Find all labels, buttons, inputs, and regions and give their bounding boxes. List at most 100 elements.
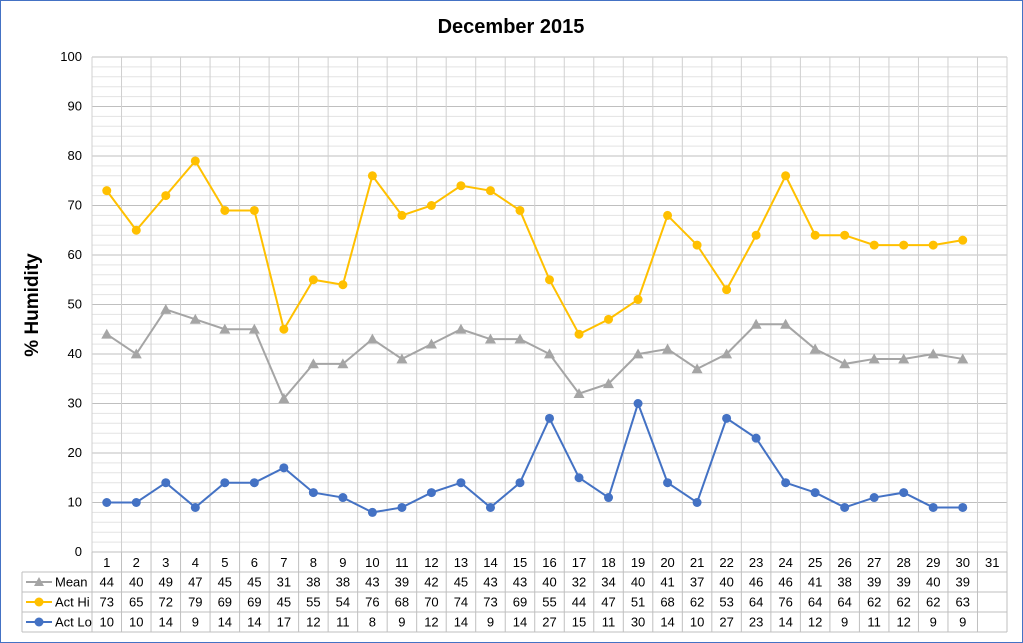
legend-key-marker <box>34 597 44 607</box>
data-label: 65 <box>129 595 143 610</box>
data-label: 43 <box>365 575 379 590</box>
data-label: 45 <box>247 575 261 590</box>
data-label: 17 <box>277 615 291 630</box>
legend-key-marker <box>34 617 44 627</box>
data-label: 23 <box>749 615 763 630</box>
y-tick-label: 70 <box>68 198 82 213</box>
y-tick-label: 10 <box>68 495 82 510</box>
data-point <box>722 285 732 295</box>
data-label: 73 <box>100 595 114 610</box>
y-tick-label: 90 <box>68 99 82 114</box>
data-label: 49 <box>159 575 173 590</box>
data-point <box>425 338 437 349</box>
data-label: 69 <box>513 595 527 610</box>
data-point <box>751 230 761 240</box>
data-point <box>722 413 732 423</box>
data-point <box>101 328 113 339</box>
x-tick-label: 15 <box>513 555 527 570</box>
data-label: 12 <box>306 615 320 630</box>
data-label: 12 <box>424 615 438 630</box>
data-point <box>750 318 762 329</box>
data-point <box>839 358 851 369</box>
x-tick-label: 30 <box>955 555 969 570</box>
data-label: 69 <box>218 595 232 610</box>
data-point <box>102 498 112 507</box>
x-tick-label: 2 <box>133 555 140 570</box>
x-tick-label: 20 <box>660 555 674 570</box>
x-tick-label: 24 <box>778 555 792 570</box>
data-point <box>189 313 201 324</box>
data-point <box>338 493 348 503</box>
data-label: 64 <box>808 595 822 610</box>
data-point <box>485 502 495 512</box>
data-label: 62 <box>896 595 910 610</box>
x-tick-label: 16 <box>542 555 556 570</box>
x-tick-label: 12 <box>424 555 438 570</box>
data-point <box>781 478 791 488</box>
data-label: 45 <box>277 595 291 610</box>
data-label: 40 <box>926 575 940 590</box>
data-label: 14 <box>513 615 527 630</box>
data-point <box>899 488 909 498</box>
x-tick-label: 7 <box>280 555 287 570</box>
data-label: 38 <box>306 575 320 590</box>
data-table: 1 2 3 4 5 6 7 8 9 10 11 12 13 14 15 16 17 18 19 20 21 22 23 24 2… <box>21 551 1008 633</box>
x-tick-label: 22 <box>719 555 733 570</box>
data-label: 63 <box>955 595 969 610</box>
gridlines <box>91 56 1008 553</box>
data-label: 12 <box>896 615 910 630</box>
data-label: 39 <box>896 575 910 590</box>
data-label: 14 <box>778 615 792 630</box>
data-point <box>810 230 820 240</box>
series-mean <box>101 303 969 403</box>
data-label: 79 <box>188 595 202 610</box>
y-tick-label: 60 <box>68 247 82 262</box>
data-label: 11 <box>867 615 881 630</box>
data-point <box>928 502 938 512</box>
x-tick-label: 29 <box>926 555 940 570</box>
x-tick-label: 1 <box>103 555 110 570</box>
x-tick-label: 28 <box>896 555 910 570</box>
data-label: 44 <box>100 575 114 590</box>
data-point <box>249 205 259 215</box>
x-tick-label: 9 <box>339 555 346 570</box>
data-label: 70 <box>424 595 438 610</box>
x-tick-label: 11 <box>395 555 409 570</box>
y-axis-label: % Humidity <box>22 253 43 357</box>
legend-key-marker <box>34 577 44 586</box>
data-point <box>840 502 850 512</box>
data-label: 45 <box>454 575 468 590</box>
data-point <box>190 502 200 512</box>
data-label: 69 <box>247 595 261 610</box>
data-point <box>426 488 436 498</box>
data-label: 76 <box>365 595 379 610</box>
data-label: 41 <box>808 575 822 590</box>
data-label: 14 <box>247 615 261 630</box>
data-point <box>397 502 407 512</box>
data-label: 37 <box>690 575 704 590</box>
data-point <box>279 324 289 334</box>
data-point <box>308 488 318 498</box>
data-label: 39 <box>955 575 969 590</box>
data-label: 68 <box>395 595 409 610</box>
series-line <box>106 400 963 514</box>
data-label: 9 <box>841 615 848 630</box>
x-tick-label: 23 <box>749 555 763 570</box>
data-label: 39 <box>395 575 409 590</box>
data-label: 10 <box>690 615 704 630</box>
data-point <box>308 275 318 285</box>
data-point <box>898 353 910 364</box>
data-label: 42 <box>424 575 438 590</box>
data-label: 27 <box>542 615 556 630</box>
data-label: 14 <box>159 615 173 630</box>
data-point <box>337 358 349 369</box>
data-point <box>131 225 141 235</box>
data-point <box>397 210 407 220</box>
data-label: 40 <box>542 575 556 590</box>
data-label: 38 <box>837 575 851 590</box>
data-point <box>633 295 643 305</box>
data-label: 47 <box>188 575 202 590</box>
legend-label: Act Lo <box>55 615 92 630</box>
x-tick-label: 8 <box>310 555 317 570</box>
data-label: 40 <box>129 575 143 590</box>
